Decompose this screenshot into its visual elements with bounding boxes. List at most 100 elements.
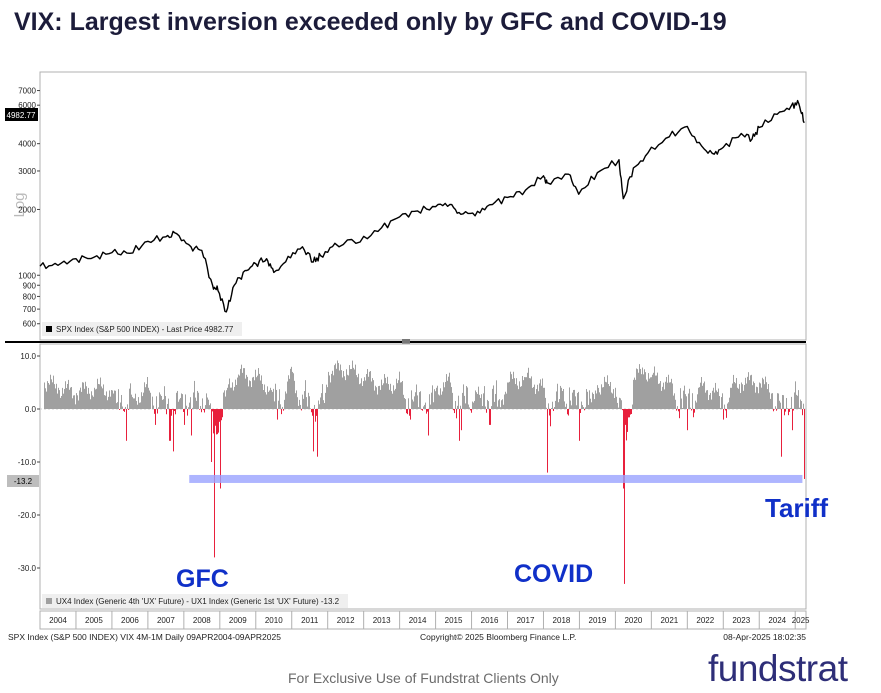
vix-spread-bar-positive bbox=[531, 376, 532, 409]
vix-spread-bar-positive bbox=[481, 394, 482, 409]
vix-spread-bar-negative bbox=[172, 409, 173, 410]
vix-spread-bar-positive bbox=[429, 394, 430, 409]
footer-note: For Exclusive Use of Fundstrat Clients O… bbox=[288, 670, 559, 686]
vix-spread-bar-positive bbox=[657, 372, 658, 409]
vix-spread-bar-positive bbox=[692, 393, 693, 409]
vix-spread-bar-negative bbox=[580, 409, 581, 413]
vix-spread-bar-positive bbox=[306, 397, 307, 409]
vix-spread-bar-positive bbox=[644, 369, 645, 409]
vix-spread-bar-positive bbox=[586, 389, 587, 409]
vix-spread-bar-positive bbox=[167, 403, 168, 409]
vix-spread-bar-negative bbox=[184, 409, 185, 425]
vix-spread-bar-positive bbox=[446, 374, 447, 409]
vix-spread-bar-positive bbox=[444, 387, 445, 409]
vix-spread-bar-negative bbox=[218, 409, 219, 433]
vix-spread-bar-positive bbox=[226, 390, 227, 409]
panel-resize-handle[interactable] bbox=[402, 339, 410, 344]
vix-spread-bar-negative bbox=[676, 409, 677, 411]
vix-spread-bar-negative bbox=[283, 409, 284, 411]
vix-spread-bar-positive bbox=[485, 406, 486, 409]
vix-spread-bar-negative bbox=[453, 409, 454, 411]
vix-spread-bar-positive bbox=[435, 391, 436, 409]
vix-spread-bar-positive bbox=[660, 381, 661, 409]
vix-spread-bar-positive bbox=[619, 397, 620, 409]
vix-spread-bar-negative bbox=[773, 409, 774, 412]
vix-spread-bar-negative bbox=[785, 409, 786, 412]
vix-spread-bar-positive bbox=[735, 383, 736, 409]
vix-spread-bar-positive bbox=[647, 381, 648, 409]
vix-spread-bar-positive bbox=[732, 383, 733, 409]
vix-spread-bar-negative bbox=[630, 409, 631, 415]
vix-spread-bar-positive bbox=[103, 384, 104, 409]
vix-spread-bar-negative bbox=[456, 409, 457, 419]
vix-spread-bar-positive bbox=[190, 397, 191, 409]
vix-spread-bar-positive bbox=[262, 383, 263, 409]
vix-spread-bar-positive bbox=[360, 383, 361, 409]
vix-spread-bar-positive bbox=[348, 375, 349, 409]
vix-spread-bar-positive bbox=[738, 388, 739, 409]
vix-spread-bar-positive bbox=[641, 374, 642, 409]
vix-spread-bar-positive bbox=[390, 383, 391, 409]
vix-spread-bar-positive bbox=[663, 382, 664, 409]
vix-spread-bar-positive bbox=[293, 373, 294, 409]
vix-spread-bar-positive bbox=[54, 384, 55, 409]
vix-spread-bar-positive bbox=[88, 387, 89, 409]
vix-spread-bar-positive bbox=[296, 390, 297, 409]
vix-spread-bar-positive bbox=[329, 375, 330, 409]
vix-spread-bar-positive bbox=[750, 375, 751, 409]
vix-spread-bar-positive bbox=[708, 400, 709, 409]
vix-spread-bar-positive bbox=[450, 382, 451, 409]
vix-spread-bar-positive bbox=[331, 373, 332, 409]
vix-spread-bar-positive bbox=[684, 385, 685, 409]
vix-spread-bar-positive bbox=[230, 387, 231, 409]
vix-spread-bar-positive bbox=[380, 389, 381, 409]
vix-spread-bar-positive bbox=[355, 364, 356, 409]
vix-spread-bar-positive bbox=[537, 384, 538, 409]
vix-spread-bar-positive bbox=[546, 407, 547, 409]
vix-spread-bar-positive bbox=[683, 390, 684, 409]
vix-spread-bar-positive bbox=[734, 382, 735, 409]
vix-spread-bar-positive bbox=[185, 394, 186, 409]
vix-spread-bar-positive bbox=[80, 387, 81, 409]
vix-spread-bar-positive bbox=[392, 393, 393, 409]
x-tick-label: 2016 bbox=[481, 616, 499, 625]
vix-spread-bar-positive bbox=[752, 385, 753, 409]
x-tick-label: 2022 bbox=[696, 616, 714, 625]
vix-spread-bar-positive bbox=[771, 393, 772, 409]
vix-spread-bar-positive bbox=[53, 375, 54, 409]
vix-spread-bar-positive bbox=[506, 393, 507, 409]
vix-spread-bar-negative bbox=[187, 409, 188, 416]
vix-spread-bar-positive bbox=[248, 386, 249, 409]
vix-spread-bar-positive bbox=[706, 390, 707, 409]
vix-spread-bar-positive bbox=[588, 404, 589, 409]
vix-spread-bar-positive bbox=[511, 374, 512, 409]
vix-spread-bar-positive bbox=[681, 398, 682, 409]
vix-spread-bar-positive bbox=[440, 388, 441, 409]
vix-spread-bar-positive bbox=[82, 382, 83, 409]
vix-spread-bar-positive bbox=[746, 383, 747, 409]
vix-legend-box bbox=[42, 594, 348, 608]
vix-spread-bar-positive bbox=[394, 390, 395, 409]
vix-spread-bar-negative bbox=[201, 409, 202, 413]
vix-spread-bar-positive bbox=[449, 372, 450, 409]
vix-spread-bar-positive bbox=[193, 392, 194, 409]
vix-spread-bar-positive bbox=[536, 389, 537, 409]
vix-spread-bar-positive bbox=[646, 379, 647, 409]
vix-spread-bar-positive bbox=[414, 396, 415, 409]
vix-spread-bar-positive bbox=[597, 385, 598, 409]
vix-spread-bar-positive bbox=[721, 397, 722, 409]
vix-spread-bar-positive bbox=[480, 397, 481, 409]
vix-spread-bar-positive bbox=[749, 380, 750, 409]
vix-spread-bar-positive bbox=[324, 403, 325, 409]
vix-spread-bar-negative bbox=[203, 409, 204, 411]
vix-spread-bar-positive bbox=[562, 391, 563, 409]
vix-spread-bar-positive bbox=[133, 398, 134, 409]
vix-spread-bar-positive bbox=[180, 397, 181, 409]
vix-spread-bar-positive bbox=[764, 384, 765, 409]
vix-spread-bar-positive bbox=[656, 375, 657, 409]
vix-spread-bar-positive bbox=[139, 402, 140, 409]
vix-spread-bar-positive bbox=[132, 397, 133, 409]
vix-spread-bar-positive bbox=[95, 389, 96, 409]
vix-spread-bar-positive bbox=[148, 387, 149, 409]
vix-spread-bar-positive bbox=[73, 395, 74, 409]
